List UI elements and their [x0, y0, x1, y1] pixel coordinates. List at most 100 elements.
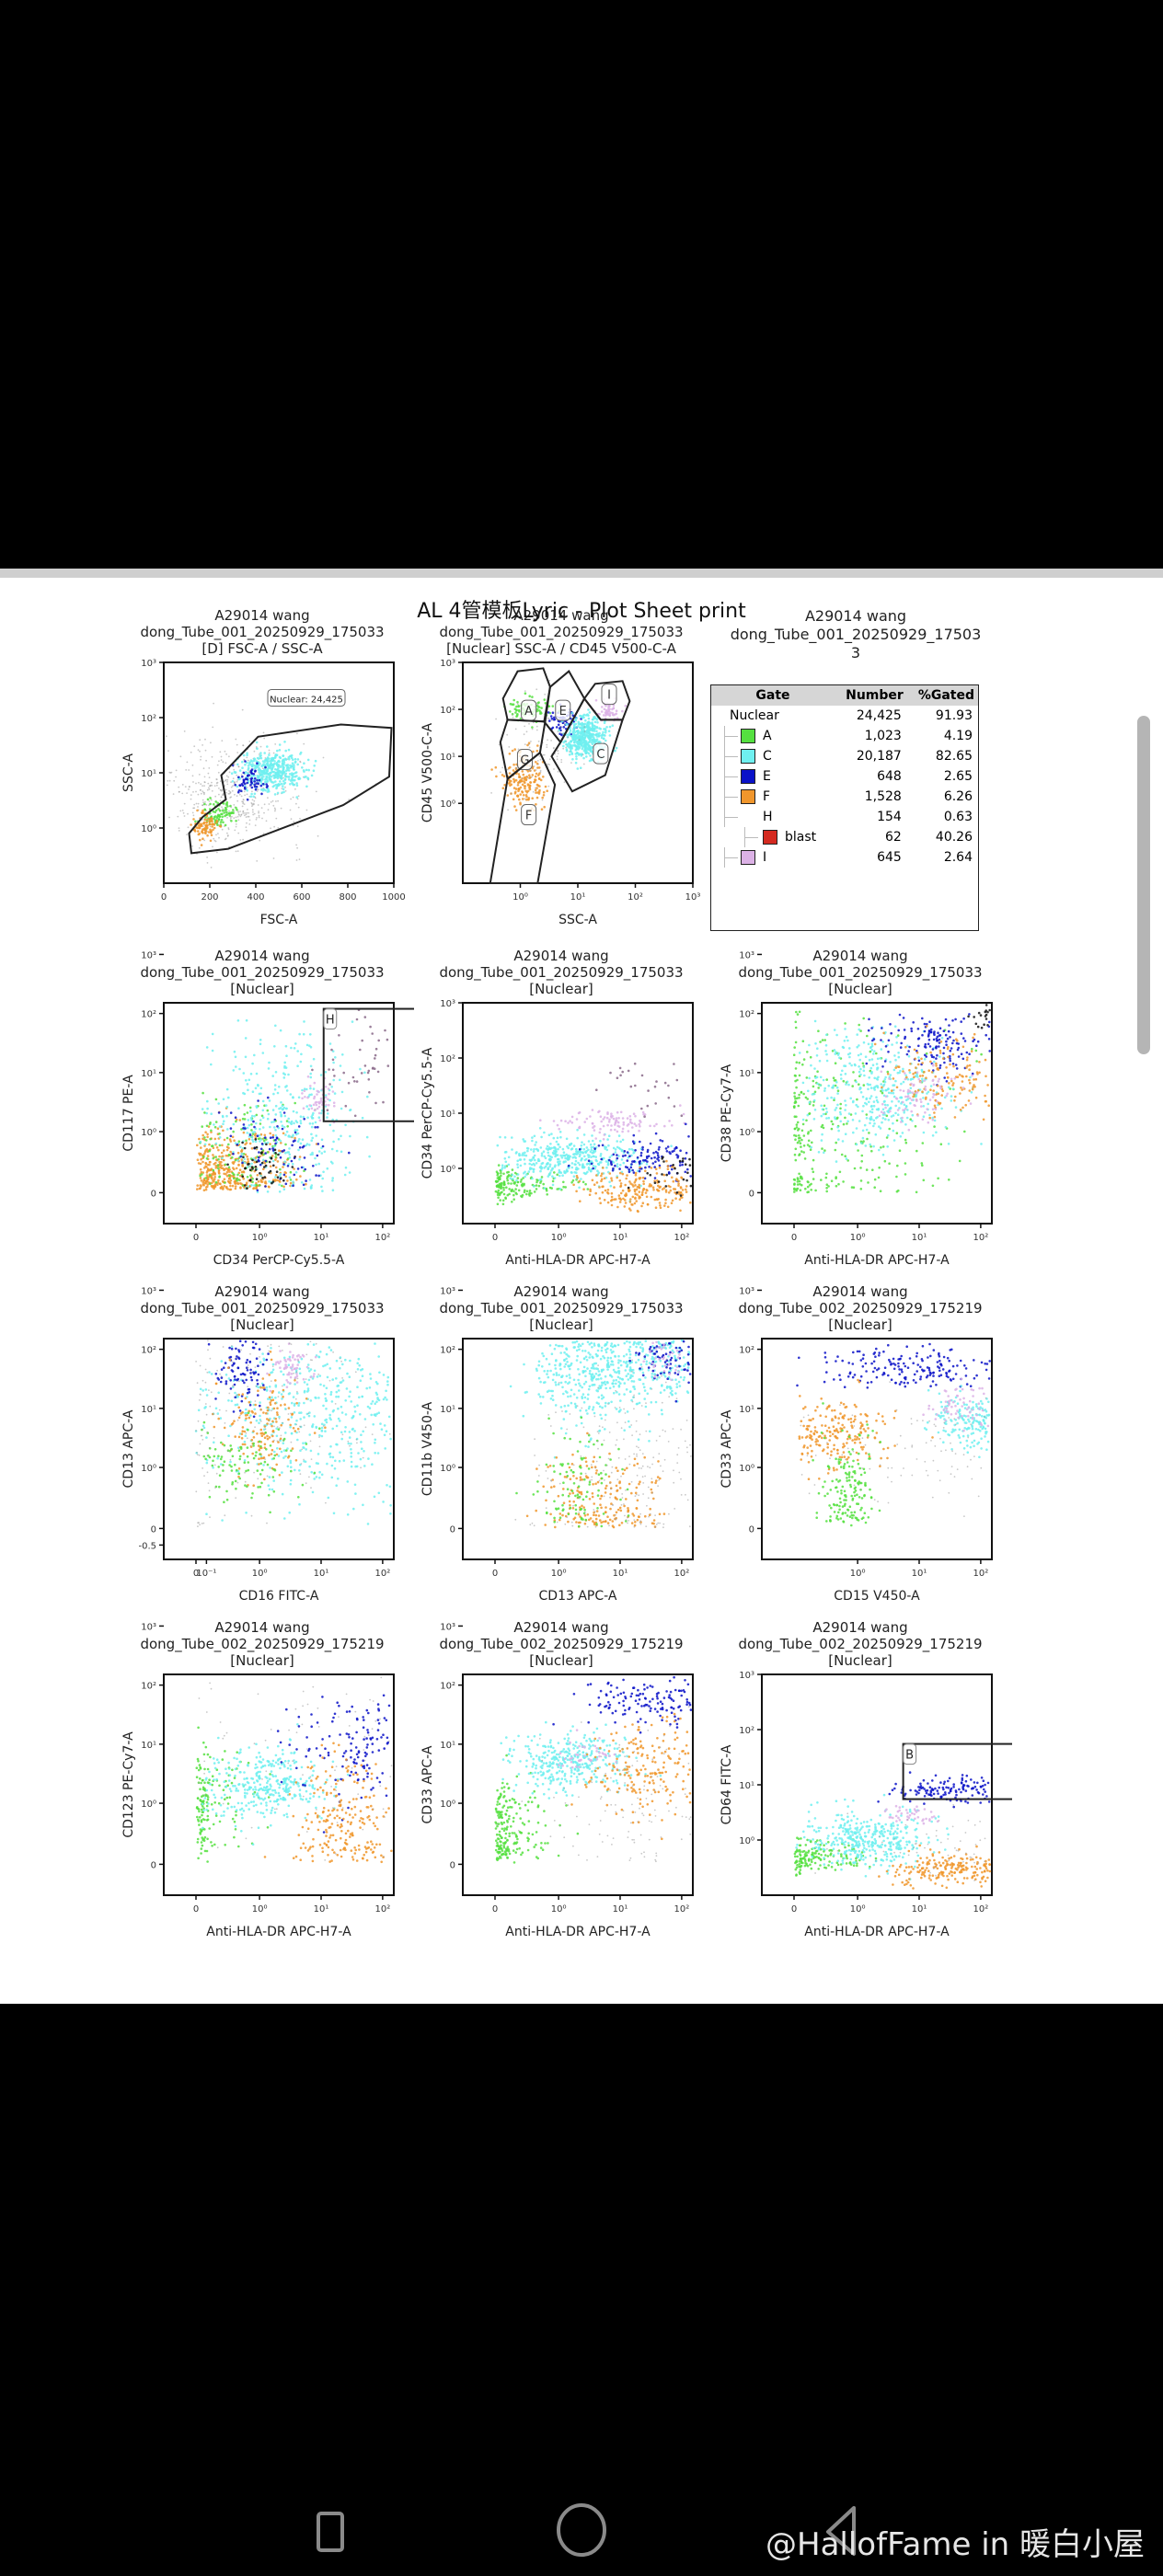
data-point-a [860, 1160, 863, 1163]
data-point-ungated [536, 703, 539, 706]
data-point-i [617, 1117, 620, 1120]
data-point-f [518, 779, 522, 783]
data-point-a [794, 1079, 797, 1083]
data-point-a [862, 1017, 865, 1020]
data-point-ungated [227, 827, 230, 829]
data-point-ungated [582, 763, 585, 765]
data-point-c [295, 782, 298, 785]
data-point-ungated [562, 732, 564, 735]
data-point-c [244, 763, 247, 766]
data-point-c [846, 1080, 849, 1084]
data-point-e [254, 769, 257, 773]
data-point-ungated [253, 799, 256, 802]
data-point-a [873, 1178, 877, 1181]
scatter-plot-p4[interactable]: A29014 wang dong_Tube_001_20250929_175033… [409, 948, 713, 1283]
data-point-ungated [228, 771, 231, 774]
data-point-ungated [257, 804, 259, 806]
data-point-f [616, 1176, 618, 1179]
data-point-ungated [195, 782, 197, 785]
data-point-a [205, 1124, 209, 1128]
data-point-c [922, 1105, 926, 1108]
data-point-f [509, 784, 512, 787]
data-point-c [592, 718, 594, 721]
data-point-ungated [530, 741, 532, 742]
data-point-c [582, 725, 584, 729]
data-point-e [547, 711, 550, 714]
data-point-c [272, 776, 276, 779]
data-point-i [598, 713, 601, 716]
data-point-a [519, 1180, 523, 1183]
data-point-a [506, 1177, 509, 1179]
data-point-f [537, 790, 541, 793]
data-point-c [274, 754, 277, 758]
data-point-a [231, 1156, 234, 1159]
vertical-scrollbar[interactable] [1137, 716, 1150, 1054]
data-point-c [323, 1150, 327, 1154]
data-point-f [633, 1181, 637, 1184]
data-point-a [496, 1177, 500, 1179]
data-point-e [658, 1164, 662, 1167]
data-point-c [291, 765, 294, 767]
data-point-ungated [299, 761, 302, 764]
data-point-ungated [294, 788, 296, 790]
data-point-ungated [231, 815, 233, 818]
data-point-a [517, 705, 520, 707]
data-point-c [586, 1154, 590, 1156]
scatter-plot-p2[interactable]: A29014 wang dong_Tube_001_20250929_175033… [409, 607, 713, 943]
data-point-f [669, 1189, 673, 1192]
data-point-f [211, 1172, 213, 1176]
data-point-f [293, 1167, 295, 1170]
data-point-ungated [204, 738, 206, 741]
scatter-plot-p5[interactable]: A29014 wang dong_Tube_001_20250929_175033… [708, 948, 1012, 1283]
data-point-c [813, 1019, 817, 1023]
data-point-c [312, 1057, 316, 1061]
data-point-h [355, 1018, 359, 1021]
data-point-c [232, 1122, 236, 1126]
data-point-c [283, 1114, 287, 1118]
data-point-i [630, 1121, 633, 1125]
data-point-ungated [234, 793, 236, 796]
data-point-ungated [273, 807, 276, 810]
data-point-a [795, 1010, 798, 1014]
data-point-f [274, 1166, 278, 1169]
data-point-f [199, 823, 202, 827]
data-point-a [243, 1112, 246, 1116]
data-point-e [590, 1162, 593, 1166]
data-point-c [324, 1071, 328, 1074]
data-point-e [290, 1159, 294, 1163]
data-point-c [884, 1075, 887, 1079]
data-point-a [236, 1177, 238, 1180]
data-point-a [206, 798, 210, 801]
data-point-a [499, 1186, 501, 1189]
data-point-c [244, 1161, 247, 1165]
data-point-c [600, 734, 603, 737]
y-tick-label: 10³ [440, 659, 455, 669]
data-point-i [609, 711, 612, 714]
scatter-plot-p1[interactable]: A29014 wang dong_Tube_001_20250929_175033… [110, 607, 414, 943]
data-point-a [866, 1137, 869, 1141]
scatter-plot-p3[interactable]: A29014 wang dong_Tube_001_20250929_175033… [110, 948, 414, 1283]
data-point-ungated [243, 790, 246, 793]
data-point-c [806, 1113, 810, 1117]
data-point-c [589, 1150, 593, 1154]
data-point-c [863, 1074, 866, 1077]
data-point-a [821, 1147, 823, 1150]
data-point-c [279, 1151, 282, 1155]
data-point-f [524, 781, 526, 784]
data-point-a [511, 1168, 514, 1171]
data-point-f [662, 1187, 666, 1190]
data-point-ungated [532, 790, 535, 793]
data-point-f [298, 1156, 302, 1158]
data-point-f [689, 1201, 692, 1204]
data-point-a [857, 1149, 859, 1152]
data-point-ungated [219, 780, 222, 783]
data-point-c [548, 1163, 552, 1167]
data-point-ungated [250, 802, 253, 804]
data-point-c [261, 1116, 265, 1120]
data-point-f [202, 822, 205, 825]
data-point-ungated [258, 753, 260, 755]
data-point-i [610, 1112, 613, 1115]
data-point-black [277, 1153, 280, 1156]
data-point-e [234, 1116, 237, 1119]
data-point-c [894, 1079, 897, 1083]
